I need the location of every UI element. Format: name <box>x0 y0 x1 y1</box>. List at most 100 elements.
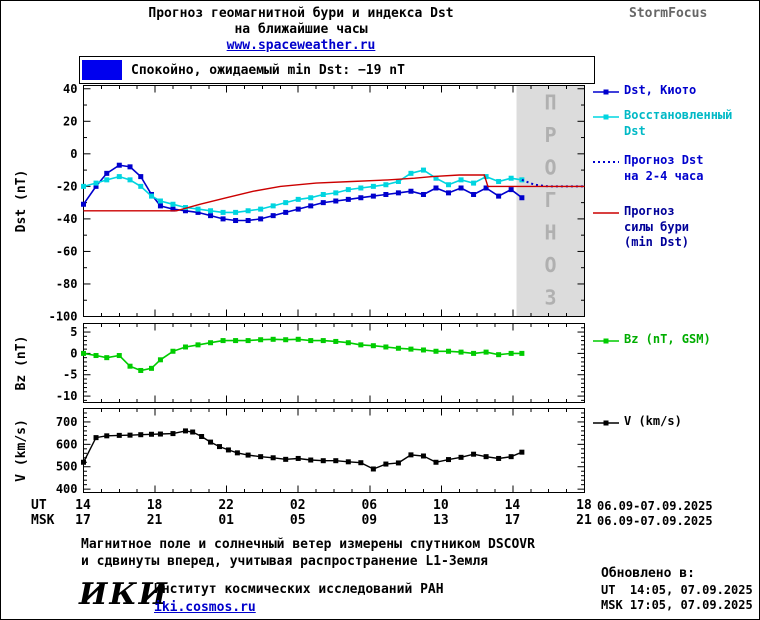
v-marker <box>320 458 326 464</box>
ut-row-tick-label: 18 <box>146 498 163 513</box>
y-tick-label: 500 <box>56 460 78 474</box>
v-marker <box>333 458 339 464</box>
dst_restored-marker <box>519 177 525 183</box>
dst_restored-marker <box>170 201 176 207</box>
updated-label: Обновлено в: <box>601 566 695 581</box>
dst_kyoto-marker <box>471 191 477 197</box>
dst_restored-marker <box>433 175 439 181</box>
dst_restored-marker <box>93 180 99 186</box>
dst_restored-marker <box>345 187 351 193</box>
bz-marker <box>283 337 289 343</box>
bz-marker <box>116 353 122 359</box>
bz-marker <box>195 342 201 348</box>
y-axis-label: Dst (nT) <box>14 170 29 233</box>
bz-marker <box>519 350 525 356</box>
msk-row-tick-label: 01 <box>218 513 234 528</box>
dst_kyoto-marker <box>116 162 122 168</box>
legend-dst-kyoto-label: Dst, Киото <box>624 83 697 97</box>
v-marker <box>93 435 99 441</box>
bz-marker <box>345 340 351 346</box>
legend-v-label: V (km/s) <box>624 414 682 428</box>
storm_forecast-line <box>83 174 585 212</box>
dst_restored-marker <box>496 178 502 184</box>
y-tick-label: 20 <box>63 114 77 128</box>
bz-marker <box>270 336 276 342</box>
v-marker <box>216 444 222 450</box>
spaceweather-link[interactable]: www.spaceweather.ru <box>226 38 376 53</box>
dst_restored-marker <box>220 209 226 215</box>
updated-msk: MSK 17:05, 07.09.2025 <box>601 598 753 612</box>
dst_restored-marker <box>208 208 214 214</box>
dst_restored-marker <box>157 198 163 204</box>
bz-marker <box>383 344 389 350</box>
ut-row-tick-label: 22 <box>218 498 234 513</box>
dst_restored-marker <box>358 185 364 191</box>
dst_restored-marker <box>458 177 464 183</box>
dst_kyoto-marker <box>195 209 201 215</box>
y-tick-label: 400 <box>56 482 78 496</box>
y-tick-label: -100 <box>49 310 78 324</box>
page-title-line1: Прогноз геомагнитной бури и индекса Dst <box>148 6 454 21</box>
dst_kyoto-marker <box>383 191 389 197</box>
dst_kyoto-marker <box>320 200 326 206</box>
y-tick-label: 600 <box>56 437 78 451</box>
bz-marker <box>127 363 133 369</box>
dst_kyoto-marker <box>182 208 188 214</box>
v-marker <box>496 455 502 461</box>
bz-marker <box>458 349 464 355</box>
bz-marker <box>93 353 99 359</box>
status-text: Спокойно, ожидаемый min Dst: −19 nT <box>131 62 405 78</box>
status-color-swatch <box>82 60 122 80</box>
v-chart-panel: 700 600 500 400 V (km/s) <box>14 408 585 496</box>
dst_restored-marker <box>471 180 477 186</box>
v-marker <box>358 460 364 466</box>
v-marker <box>199 434 205 439</box>
v-marker <box>471 451 477 457</box>
y-tick-label: -20 <box>56 179 78 193</box>
legend-dst-restored: Восстановленный Dst <box>593 108 732 139</box>
forecast-region-label: П <box>544 91 556 115</box>
legend-storm-forecast-sample <box>593 212 619 214</box>
bz-marker <box>182 344 188 350</box>
legend-v: V (km/s) <box>593 414 682 430</box>
dst_kyoto-marker <box>127 164 133 170</box>
v-marker <box>190 429 196 435</box>
v-marker <box>283 456 289 462</box>
dst_kyoto-marker <box>157 203 163 209</box>
legend-dst-kyoto-sample <box>593 89 619 95</box>
y-tick-label: 0 <box>70 346 77 360</box>
dst_kyoto-marker <box>138 174 144 180</box>
dst_kyoto-marker <box>458 185 464 191</box>
dst_kyoto-marker <box>395 190 401 196</box>
legend-dst-forecast-sample <box>593 161 619 163</box>
legend-dst-forecast: Прогноз Dst на 2-4 часа <box>593 153 703 184</box>
forecast-region-label: З <box>544 286 556 310</box>
dst_restored-marker <box>408 170 414 176</box>
forecast-region <box>516 85 585 317</box>
v-marker <box>258 454 264 460</box>
legend-storm-forecast: Прогноз силы бури (min Dst) <box>593 204 689 251</box>
dst_kyoto-marker <box>420 191 426 197</box>
dst_restored-marker <box>420 167 426 173</box>
dst_kyoto-marker <box>93 183 99 189</box>
ut-row-tick-label: 10 <box>433 498 449 513</box>
v-marker <box>157 431 163 437</box>
dst_restored-marker <box>283 200 289 206</box>
bz-marker <box>433 348 439 354</box>
storm-status-banner: Спокойно, ожидаемый min Dst: −19 nT <box>79 56 595 84</box>
v-marker <box>295 455 301 461</box>
measurement-note-line2: и сдвинуты вперед, учитывая распростране… <box>81 554 488 569</box>
iki-link[interactable]: iki.cosmos.ru <box>154 600 256 615</box>
v-marker <box>245 452 251 458</box>
bz-marker <box>220 338 226 344</box>
bz-marker <box>208 340 214 346</box>
ut-row-tick-label: 18 <box>576 498 592 513</box>
bz-line <box>83 338 522 372</box>
v-marker <box>208 439 214 445</box>
iki-logo: ИКИ <box>79 577 169 612</box>
dst_kyoto-marker <box>295 206 301 212</box>
dst_kyoto-marker <box>245 218 251 224</box>
bz-marker <box>148 365 154 371</box>
